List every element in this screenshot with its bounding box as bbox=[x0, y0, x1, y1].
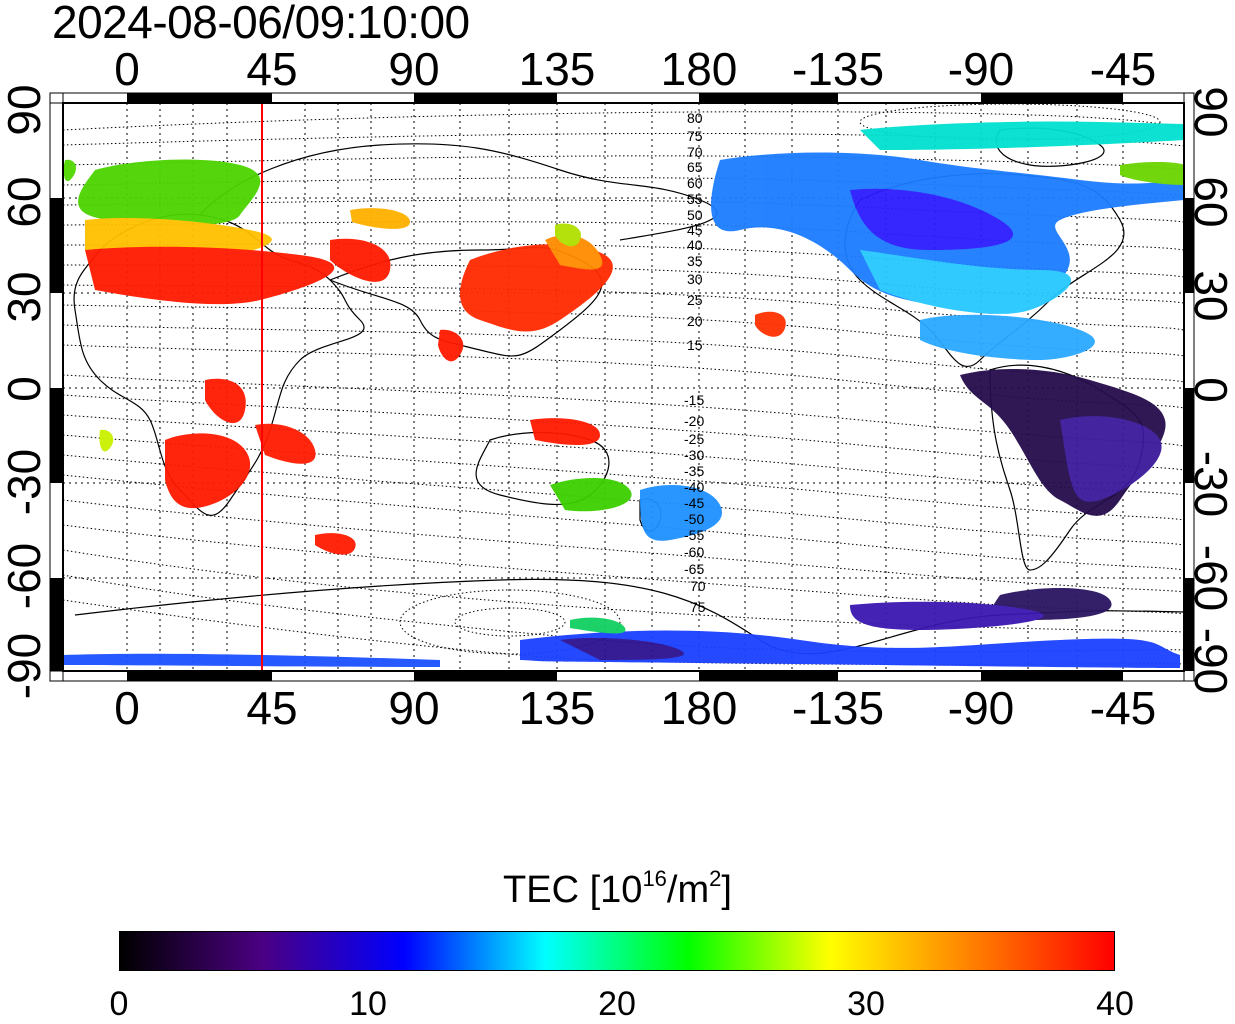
lon-tick-bottom-45: 45 bbox=[246, 682, 298, 734]
mag-lat-label-30: 30 bbox=[687, 271, 703, 287]
map-timestamp: 2024-08-06/09:10:00 bbox=[52, 0, 470, 48]
map-frame-border bbox=[49, 92, 1195, 682]
mag-lat-label-m35: -35 bbox=[684, 463, 705, 479]
colorbar-label-0: 0 bbox=[109, 985, 129, 1023]
mag-lat-label-m15: -15 bbox=[684, 392, 705, 408]
lon-tick-bottom-minus45: -45 bbox=[1089, 682, 1157, 734]
lon-tick-top-minus135: -135 bbox=[791, 43, 885, 95]
lon-tick-bottom-90: 90 bbox=[388, 682, 440, 734]
colorbar-label-40: 40 bbox=[1096, 985, 1134, 1023]
mag-lat-label-20: 20 bbox=[687, 313, 703, 329]
mag-lat-label-m50: -50 bbox=[684, 511, 705, 527]
mag-lat-label-m65: -65 bbox=[684, 561, 705, 577]
mag-lat-label-70: 70 bbox=[690, 578, 706, 594]
lon-tick-bottom-minus90: -90 bbox=[947, 682, 1015, 734]
mag-lat-label-75: 75 bbox=[690, 599, 706, 615]
lon-tick-top-minus45: -45 bbox=[1089, 43, 1157, 95]
lon-tick-bottom-minus135: -135 bbox=[791, 682, 885, 734]
mag-lat-label-60: 60 bbox=[687, 175, 703, 191]
tec-data-overlay bbox=[63, 121, 1184, 668]
mag-lat-label-m60: -60 bbox=[684, 544, 705, 560]
mag-lat-label-35: 35 bbox=[687, 253, 703, 269]
mag-lat-label-m25: -25 bbox=[684, 431, 705, 447]
colorbar-title: TEC [1016/m2] bbox=[0, 866, 1235, 912]
mag-lat-label-m40: -40 bbox=[684, 479, 705, 495]
colorbar-title-suffix: ] bbox=[721, 869, 732, 911]
lon-tick-bottom-135: 135 bbox=[518, 682, 596, 734]
lon-tick-top-minus90: -90 bbox=[947, 43, 1015, 95]
mag-lat-label-15: 15 bbox=[687, 337, 703, 353]
mag-lat-label-45: 45 bbox=[687, 222, 703, 238]
mag-lat-label-40: 40 bbox=[687, 237, 703, 253]
colorbar-title-unit: /m bbox=[666, 869, 710, 911]
mag-lat-label-m55: -55 bbox=[684, 527, 705, 543]
colorbar-label-30: 30 bbox=[847, 985, 885, 1023]
mag-lat-label-80: 80 bbox=[687, 110, 703, 126]
colorbar-gradient bbox=[119, 931, 1115, 971]
mag-lat-label-70: 70 bbox=[687, 144, 703, 160]
colorbar-title-exponent-2: 2 bbox=[709, 866, 722, 891]
lon-tick-top-0: 0 bbox=[114, 43, 140, 95]
colorbar-label-10: 10 bbox=[349, 985, 387, 1023]
lon-tick-top-135: 135 bbox=[518, 43, 596, 95]
map-plot-area bbox=[63, 103, 1184, 671]
lon-tick-top-90: 90 bbox=[388, 43, 440, 95]
mag-lat-label-55: 55 bbox=[687, 191, 703, 207]
lon-tick-top-45: 45 bbox=[246, 43, 298, 95]
mag-lat-label-75: 75 bbox=[687, 128, 703, 144]
mag-lat-label-25: 25 bbox=[687, 292, 703, 308]
lon-tick-top-180: 180 bbox=[660, 43, 738, 95]
mag-lat-label-65: 65 bbox=[687, 159, 703, 175]
colorbar-label-20: 20 bbox=[598, 985, 636, 1023]
colorbar-title-exponent: 16 bbox=[642, 866, 667, 891]
mag-lat-label-m20: -20 bbox=[684, 413, 705, 429]
lon-tick-bottom-0: 0 bbox=[114, 682, 140, 734]
mag-lat-label-m45: -45 bbox=[684, 495, 705, 511]
mag-lat-label-m30: -30 bbox=[684, 447, 705, 463]
lon-tick-bottom-180: 180 bbox=[660, 682, 738, 734]
mag-lat-label-50: 50 bbox=[687, 207, 703, 223]
colorbar-title-prefix: TEC [10 bbox=[503, 869, 643, 911]
